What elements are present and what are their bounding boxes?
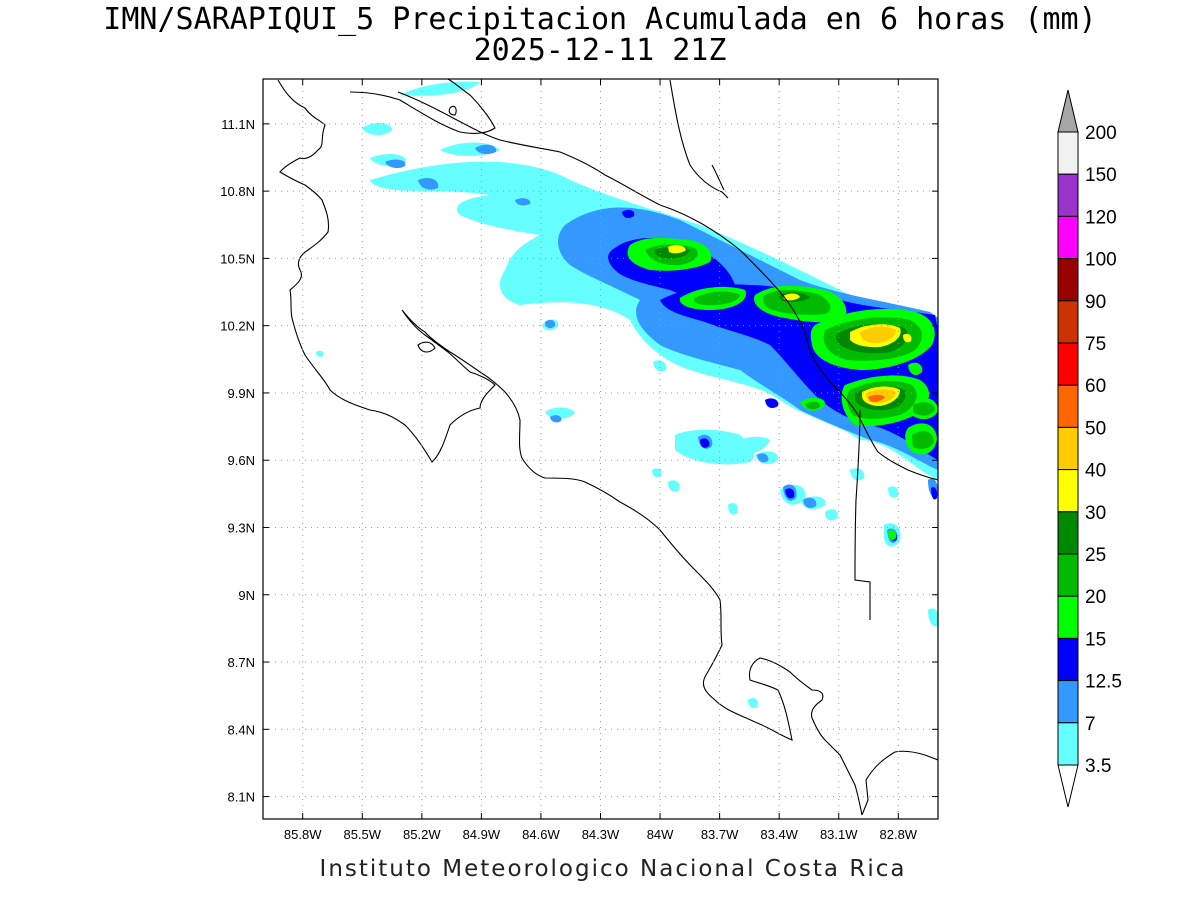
colorbar-label: 90: [1085, 292, 1106, 313]
colorbar-legend: 200 150 120 100 90 75 60 50 40 30 25 20 15 12.5 7 3.5: [1057, 89, 1122, 808]
lon-tick-label: 83.7W: [701, 827, 739, 842]
colorbar-swatch: [1057, 426, 1079, 471]
credit-text: Instituto Meteorologico Nacional Costa R…: [319, 856, 907, 882]
lat-tick-label: 11.1N: [221, 117, 255, 132]
lon-tick-label: 83.4W: [760, 827, 798, 842]
lat-tick-label: 10.5N: [220, 251, 255, 266]
colorbar-top-arrow: [1057, 89, 1079, 133]
colorbar-label: 7: [1085, 714, 1096, 735]
colorbar-swatch: [1057, 637, 1079, 682]
lat-tick-label: 8.4N: [228, 722, 255, 737]
colorbar-label: 3.5: [1085, 756, 1111, 777]
colorbar-label: 12.5: [1085, 672, 1122, 693]
colorbar-label: 20: [1085, 587, 1106, 608]
plot-frame: [262, 78, 939, 820]
colorbar-label: 75: [1085, 334, 1106, 355]
colorbar-swatch: [1057, 595, 1079, 639]
lat-tick-label: 9.9N: [228, 386, 255, 401]
graticule-grid: [263, 79, 938, 819]
map-datetime: 2025-12-11 21Z: [473, 33, 727, 68]
colorbar-label: 150: [1085, 165, 1117, 186]
precip-band-50: [868, 394, 885, 402]
colorbar-swatch: [1057, 258, 1079, 302]
colorbar-swatch: [1057, 511, 1079, 555]
map-title: IMN/SARAPIQUI_5 Precipitacion Acumulada …: [103, 2, 1097, 37]
lon-tick-label: 84.3W: [582, 827, 620, 842]
colorbar-swatch: [1057, 680, 1079, 724]
lat-tick-label: 9.6N: [228, 453, 255, 468]
lon-tick-label: 85.5W: [343, 827, 381, 842]
colorbar-swatch: [1057, 722, 1079, 766]
precipitation-field: [316, 81, 938, 709]
colorbar-bottom-arrow: [1057, 764, 1079, 808]
colorbar-swatch: [1057, 300, 1079, 344]
colorbar-label: 120: [1085, 207, 1117, 228]
colorbar-swatch: [1057, 342, 1079, 386]
colorbar-label: 25: [1085, 545, 1106, 566]
lat-tick-label: 10.2N: [220, 319, 255, 334]
colorbar-label: 15: [1085, 629, 1106, 650]
lon-tick-label: 84W: [647, 827, 674, 842]
lat-tick-label: 9N: [238, 588, 255, 603]
lat-tick-label: 10.8N: [220, 184, 255, 199]
colorbar-swatch: [1057, 215, 1079, 260]
lat-tick-label: 8.1N: [228, 790, 255, 805]
coastline-borders: [277, 79, 938, 816]
colorbar-label: 40: [1085, 461, 1106, 482]
colorbar-label: 100: [1085, 250, 1117, 271]
lon-tick-label: 85.2W: [403, 827, 441, 842]
colorbar-label: 60: [1085, 376, 1106, 397]
lon-tick-label: 83.1W: [820, 827, 858, 842]
lat-tick-label: 9.3N: [228, 520, 255, 535]
latitude-axis: 11.1N 10.8N 10.5N 10.2N 9.9N 9.6N 9.3N 9N 8.7N 8.…: [220, 117, 938, 805]
colorbar-swatch: [1057, 131, 1079, 175]
lon-tick-label: 85.8W: [284, 827, 322, 842]
lon-tick-label: 84.9W: [463, 827, 501, 842]
longitude-axis: 85.8W 85.5W 85.2W 84.9W 84.6W 84.3W 84W 83.7W 83…: [284, 79, 918, 842]
lon-tick-label: 82.8W: [880, 827, 918, 842]
colorbar-swatch: [1057, 469, 1079, 513]
lon-tick-label: 84.6W: [522, 827, 560, 842]
colorbar-label: 30: [1085, 503, 1106, 524]
colorbar-label: 200: [1085, 123, 1117, 144]
lat-tick-label: 8.7N: [228, 655, 255, 670]
colorbar-label: 50: [1085, 418, 1106, 439]
colorbar-swatch: [1057, 553, 1079, 597]
colorbar-swatch: [1057, 384, 1079, 428]
colorbar-swatch: [1057, 173, 1079, 217]
